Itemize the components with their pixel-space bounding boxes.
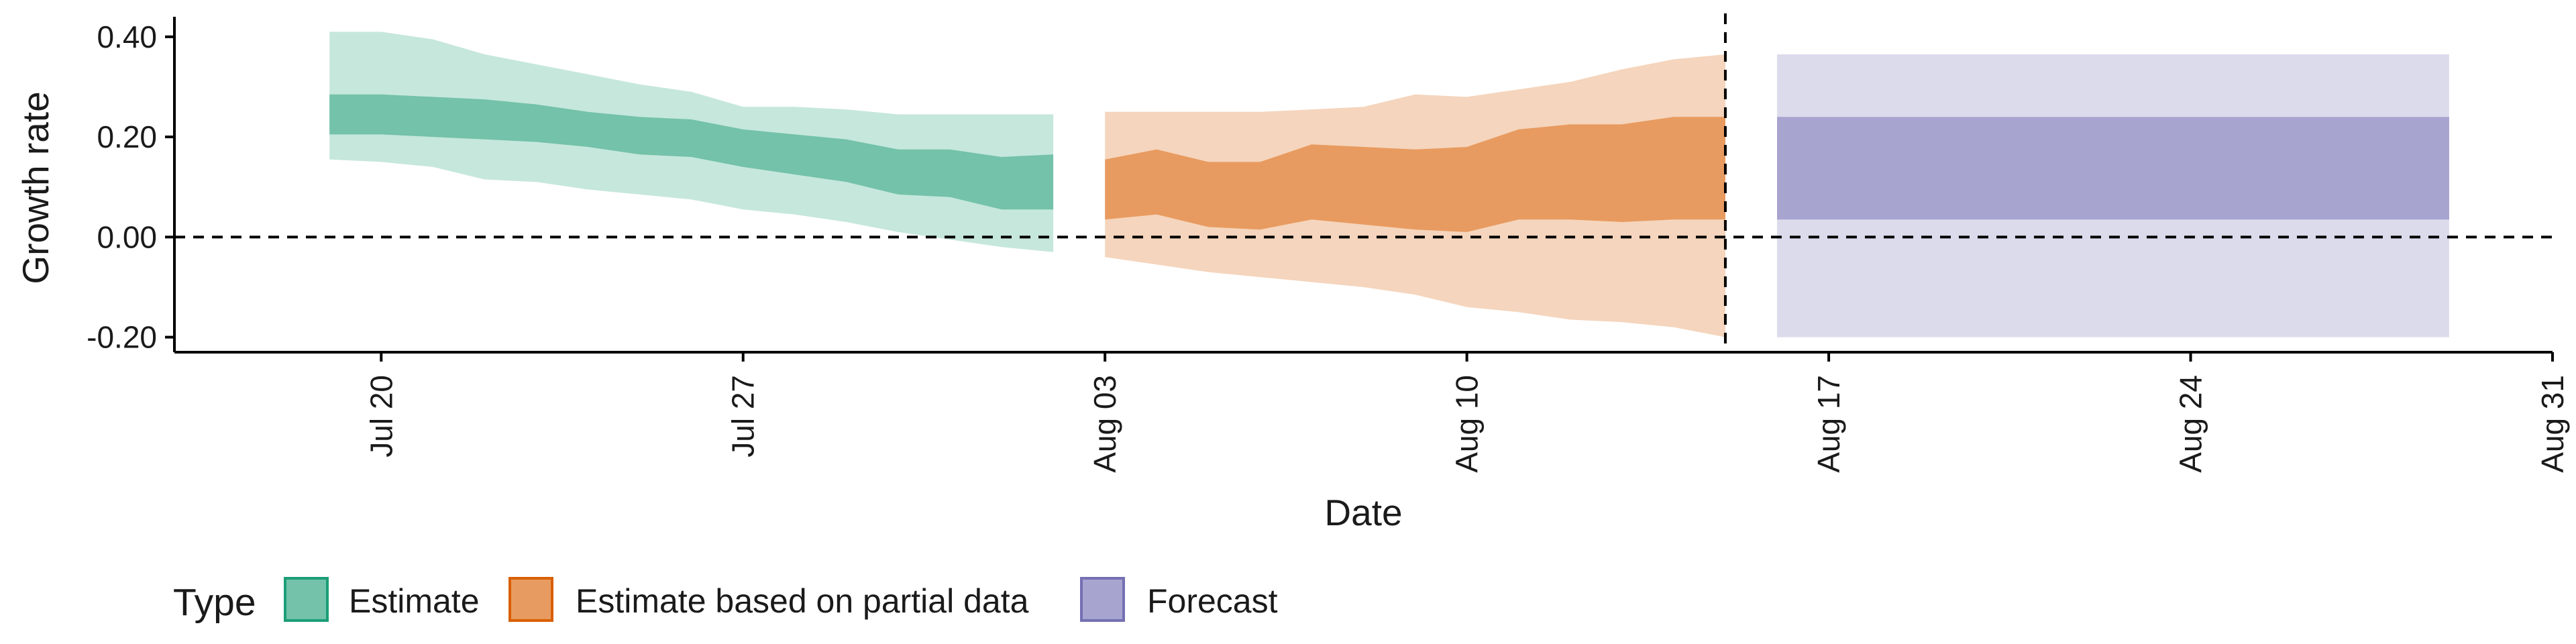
- x-axis-ticks: Jul 20 Jul 27 Aug 03 Aug 10 Aug 17 Aug 24 Aug …: [364, 352, 2570, 473]
- x-tick-label: Aug 31: [2535, 375, 2570, 473]
- x-tick-label: Aug 10: [1450, 375, 1485, 473]
- legend-key-forecast: [1080, 577, 1125, 622]
- y-tick-label: 0.00: [97, 219, 157, 254]
- y-tick-label: 0.20: [97, 119, 157, 154]
- x-tick-label: Jul 27: [726, 375, 761, 458]
- x-tick-label: Aug 03: [1087, 375, 1122, 473]
- legend-key-estimate: [284, 577, 329, 622]
- x-tick-label: Aug 24: [2174, 375, 2208, 473]
- forecast-inner-band: [1777, 117, 2449, 220]
- reference-lines: [174, 13, 2553, 352]
- y-axis-ticks: -0.20 0.00 0.20 0.40: [87, 19, 174, 355]
- axes: -0.20 0.00 0.20 0.40 Jul 20 Jul 27 Aug 03 Aug …: [87, 17, 2570, 473]
- estimate-based-on-partial-data-inner-band: [1105, 117, 1725, 232]
- ribbon-layer: [329, 32, 2449, 337]
- legend-label: Estimate based on partial data: [576, 582, 1029, 620]
- legend-label: Forecast: [1147, 582, 1278, 620]
- legend: Type Estimate Estimate based on partial d…: [173, 577, 1278, 624]
- x-tick-label: Jul 20: [364, 375, 398, 458]
- y-tick-label: 0.40: [97, 19, 157, 54]
- y-axis-title: Growth rate: [15, 91, 56, 284]
- x-axis-title: Date: [1324, 492, 1402, 533]
- estimate-inner-band: [329, 94, 1054, 210]
- legend-title: Type: [173, 581, 256, 624]
- x-tick-label: Aug 17: [1811, 375, 1846, 473]
- legend-key-estimate-based-on-partial-data: [508, 577, 553, 622]
- legend-items: Estimate Estimate based on partial data Fo…: [284, 577, 1278, 622]
- y-tick-label: -0.20: [87, 320, 157, 355]
- legend-label: Estimate: [349, 582, 480, 620]
